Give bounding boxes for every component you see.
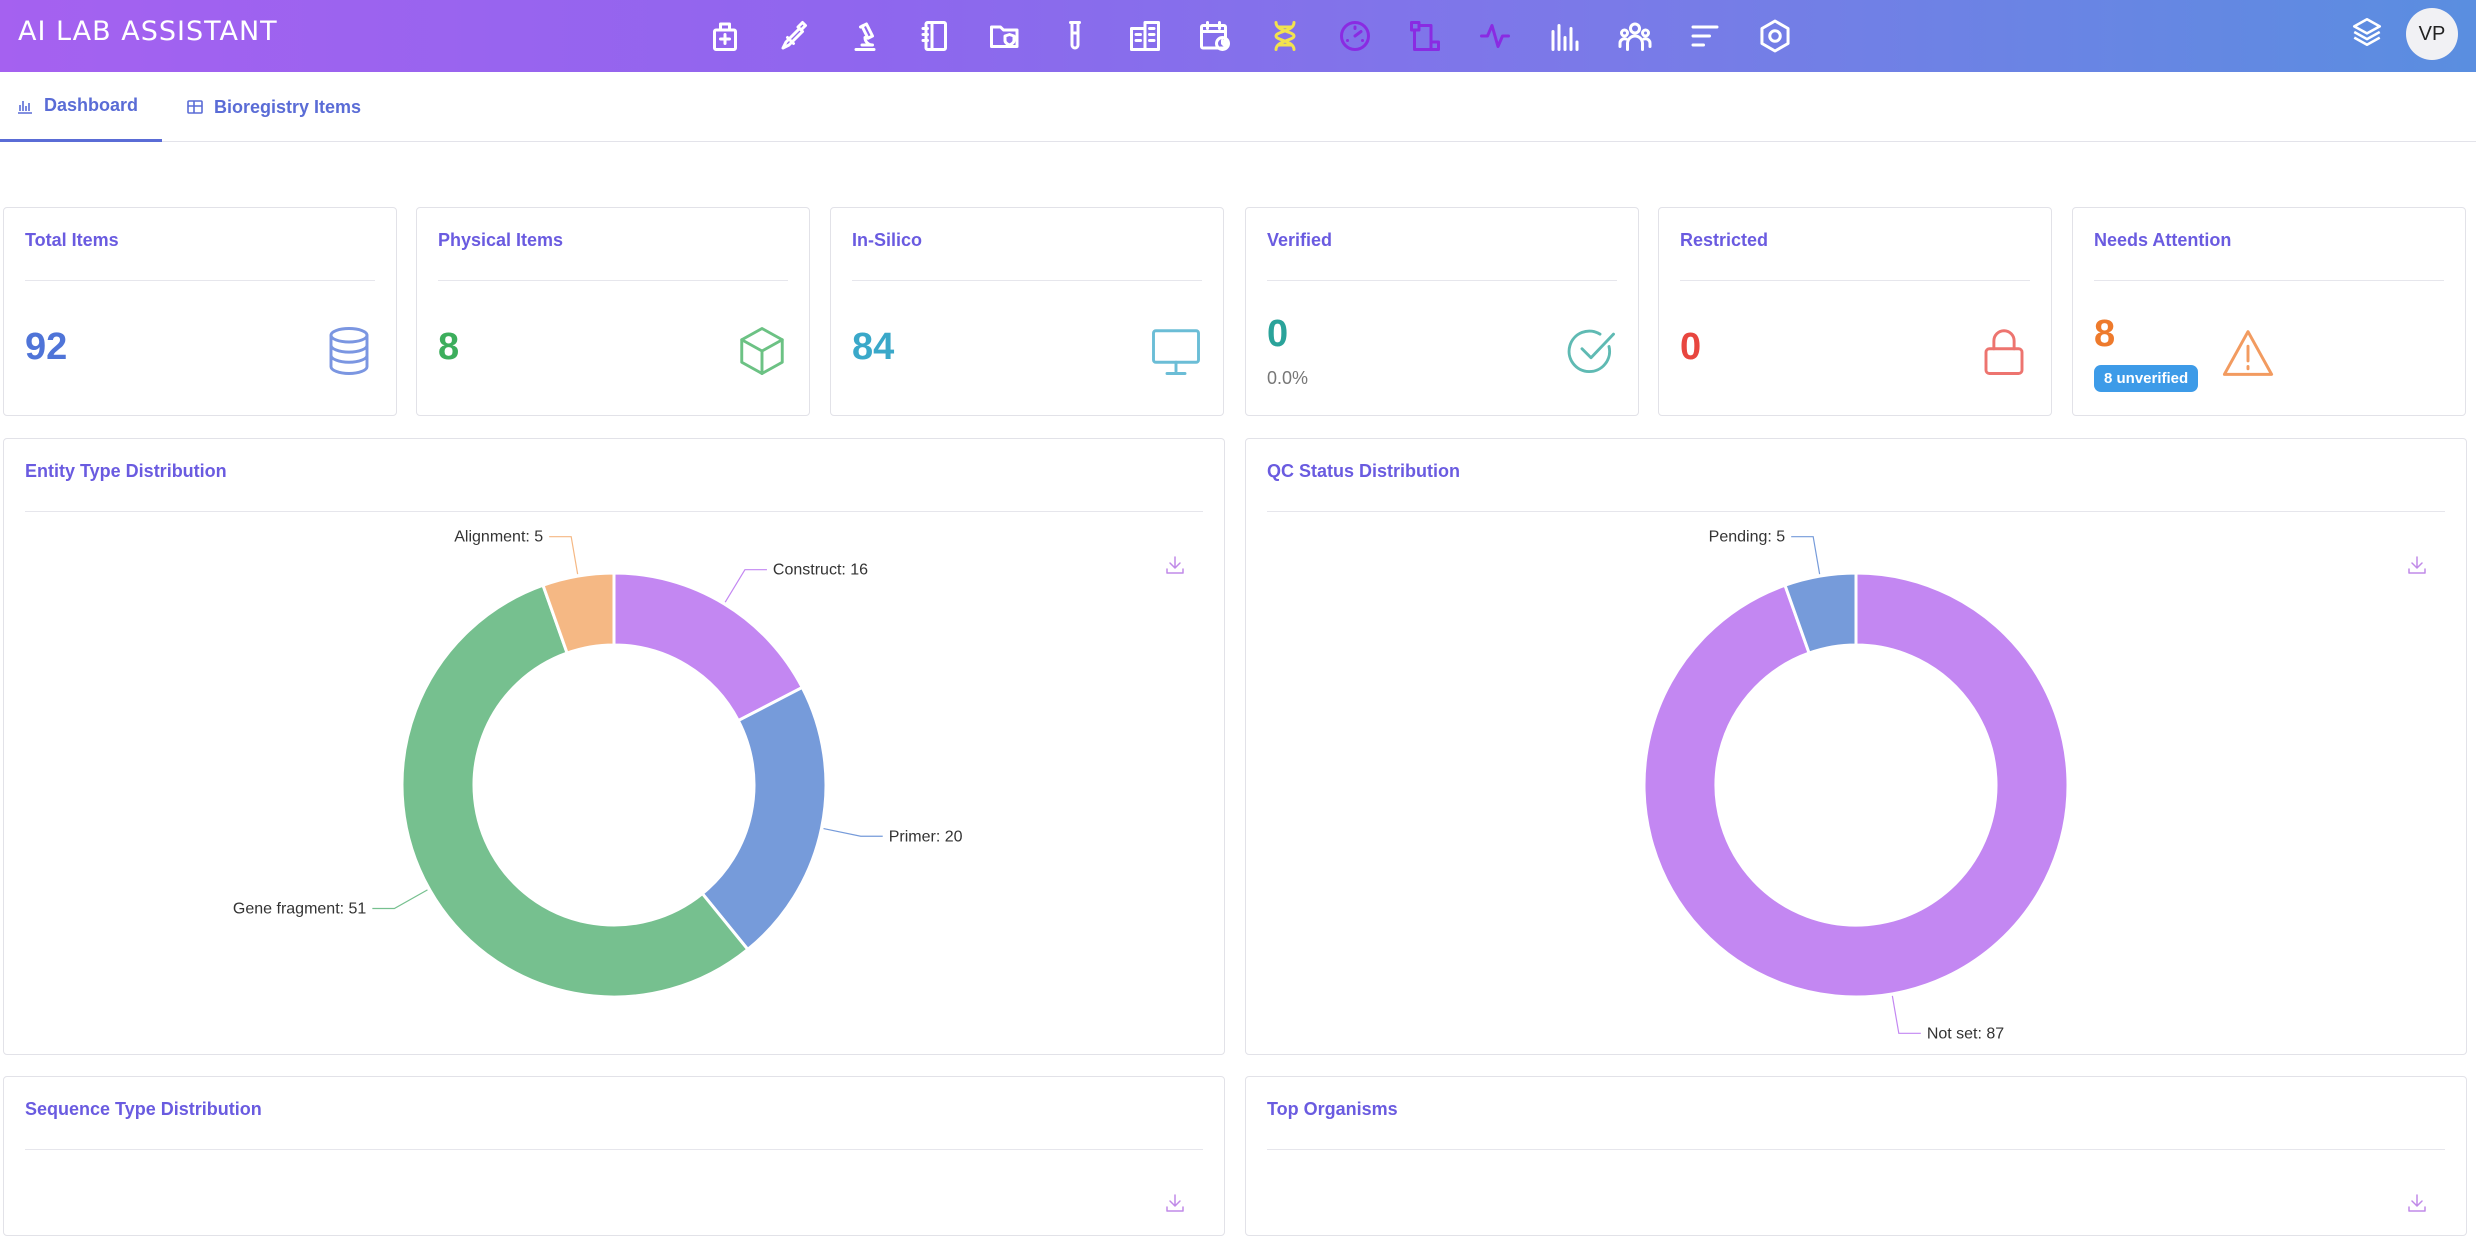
slice-label: Alignment: 5 (454, 529, 543, 546)
stat-title: Verified (1267, 230, 1333, 250)
activity-icon[interactable] (1460, 10, 1530, 62)
bar-chart-icon (18, 100, 32, 114)
top-organisms-panel: Top Organisms (1245, 1076, 2467, 1236)
tab-label: Dashboard (44, 95, 139, 115)
top-navbar: AI LAB ASSISTANT VP (0, 0, 2476, 72)
stat-value: 84 (852, 326, 895, 368)
layers-icon[interactable] (2350, 15, 2384, 54)
download-icon[interactable] (2406, 554, 2428, 576)
monitor-icon (1149, 324, 1203, 383)
stat-title: In-Silico (852, 230, 923, 250)
stat-card-verified: Verified 0 0.0% (1245, 207, 1639, 416)
divider (1267, 1149, 2445, 1150)
label-leader-line (1791, 536, 1821, 575)
stat-value: 8 (2094, 313, 2116, 355)
pipette-icon[interactable] (760, 10, 830, 62)
building-icon[interactable] (1110, 10, 1180, 62)
stat-value: 92 (25, 326, 68, 368)
tab-bar: Dashboard Bioregistry Items (0, 72, 2476, 142)
stat-card-in-silico: In-Silico 84 (830, 207, 1224, 416)
divider (852, 280, 1202, 281)
slice-label: Not set: 87 (1927, 1025, 2004, 1042)
label-leader-line (372, 889, 428, 910)
stat-value: 0 (1680, 326, 1702, 368)
stat-percentage: 0.0% (1267, 368, 1309, 388)
menu-lines-icon[interactable] (1670, 10, 1740, 62)
calendar-clock-icon[interactable] (1180, 10, 1250, 62)
donut-slice-pending[interactable] (1783, 571, 1858, 655)
stat-card-needs-attention: Needs Attention 8 8 unverified (2072, 207, 2466, 416)
tab-label: Bioregistry Items (214, 96, 362, 117)
test-tube-icon[interactable] (1040, 10, 1110, 62)
stat-title: Needs Attention (2094, 230, 2232, 250)
stat-card-restricted: Restricted 0 (1658, 207, 2052, 416)
panel-title: Top Organisms (1267, 1099, 1398, 1119)
panel-title: Sequence Type Distribution (25, 1099, 262, 1119)
nav-icon-bar (690, 10, 1810, 62)
tab-bioregistry-items[interactable]: Bioregistry Items (170, 72, 377, 142)
unverified-badge: 8 unverified (2094, 365, 2199, 392)
microscope-icon[interactable] (830, 10, 900, 62)
slice-label: Pending: 5 (1709, 529, 1786, 546)
donut-slice-primer[interactable] (700, 685, 828, 952)
panel-title: Entity Type Distribution (25, 461, 227, 481)
label-leader-line (724, 569, 767, 603)
bar-chart-icon[interactable] (1530, 10, 1600, 62)
stat-card-physical-items: Physical Items 8 (416, 207, 810, 416)
stat-card-total-items: Total Items 92 (3, 207, 397, 416)
entity-donut-chart: Construct: 16 Primer: 20 Gene fragment: 51… (233, 529, 963, 999)
slice-label: Primer: 20 (889, 828, 963, 845)
lock-icon (1977, 324, 2031, 383)
donut-slice-construct[interactable] (612, 571, 805, 723)
cube-icon (735, 324, 789, 383)
divider (1267, 511, 2445, 512)
label-leader-line (823, 827, 883, 837)
label-leader-line (549, 536, 579, 575)
slice-label: Construct: 16 (773, 562, 868, 579)
stat-title: Physical Items (438, 230, 564, 250)
stat-value: 8 (438, 326, 460, 368)
qc-donut-chart: Not set: 87 Pending: 5 (1642, 529, 2070, 1042)
app-brand[interactable]: AI LAB ASSISTANT (18, 16, 278, 47)
dna-icon[interactable] (1250, 10, 1320, 62)
database-icon (322, 324, 376, 383)
divider (438, 280, 788, 281)
sequence-type-panel: Sequence Type Distribution (3, 1076, 1225, 1236)
divider (25, 280, 375, 281)
tab-dashboard[interactable]: Dashboard (0, 72, 162, 142)
donut-slice-alignment[interactable] (541, 571, 616, 655)
download-icon[interactable] (1164, 554, 1186, 576)
check-circle-icon (1564, 324, 1618, 383)
divider (25, 1149, 1203, 1150)
stat-title: Restricted (1680, 230, 1769, 250)
donut-slice-not-set[interactable] (1642, 571, 2070, 999)
slice-label: Gene fragment: 51 (233, 901, 367, 918)
download-icon[interactable] (2406, 1192, 2428, 1214)
team-icon[interactable] (1600, 10, 1670, 62)
gauge-icon[interactable] (1320, 10, 1390, 62)
settings-hex-icon[interactable] (1740, 10, 1810, 62)
warning-icon (2221, 326, 2275, 385)
divider (25, 511, 1203, 512)
qc-status-panel: QC Status Distribution Not set: 87 Pendin… (1245, 438, 2467, 1055)
workflow-icon[interactable] (1390, 10, 1460, 62)
divider (1267, 280, 1617, 281)
stat-value: 0 (1267, 313, 1289, 355)
folder-shield-icon[interactable] (970, 10, 1040, 62)
notebook-icon[interactable] (900, 10, 970, 62)
donut-slice-gene-fragment[interactable] (400, 583, 750, 999)
divider (1680, 280, 2030, 281)
stat-title: Total Items (25, 230, 119, 250)
download-icon[interactable] (1164, 1192, 1186, 1214)
label-leader-line (1891, 995, 1921, 1034)
panel-title: QC Status Distribution (1267, 461, 1460, 481)
entity-type-panel: Entity Type Distribution Construct: 16 Pr… (3, 438, 1225, 1055)
grid-icon (187, 100, 203, 114)
top-right-actions: VP (2350, 8, 2458, 60)
divider (2094, 280, 2444, 281)
user-avatar[interactable]: VP (2406, 8, 2458, 60)
medical-kit-icon[interactable] (690, 10, 760, 62)
